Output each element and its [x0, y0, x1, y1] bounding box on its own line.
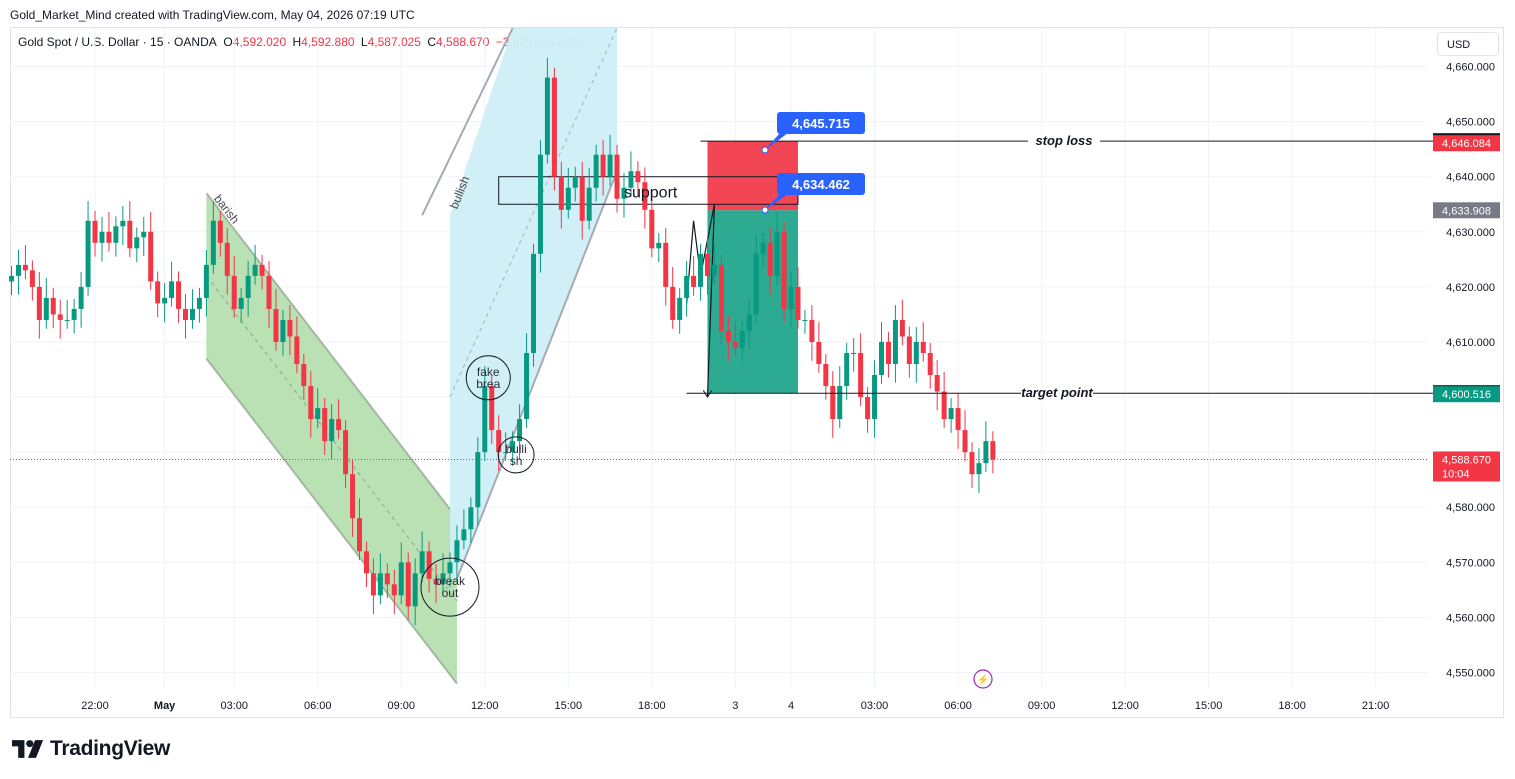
tradingview-footer[interactable]: TradingView [12, 737, 170, 761]
brand-name: TradingView [50, 737, 171, 760]
currency-button[interactable]: USD [1437, 32, 1499, 56]
open-label: O [223, 35, 233, 49]
open-value: 4,592.020 [232, 35, 287, 49]
attribution-text: Gold_Market_Mind created with TradingVie… [10, 8, 415, 22]
high-label: H [292, 35, 302, 49]
tradingview-logo-icon [12, 740, 44, 758]
low-value: 4,587.025 [367, 35, 421, 49]
symbol-legend: Gold Spot / U.S. Dollar · 15 · OANDA O4,… [18, 35, 585, 49]
low-label: L [360, 35, 368, 49]
close-label: C [427, 35, 436, 49]
high-value: 4,592.880 [301, 35, 355, 49]
chart-frame[interactable] [10, 27, 1504, 718]
change-value: −3.425 (−0.07%) [495, 35, 586, 49]
symbol-name: Gold Spot / U.S. Dollar · 15 · OANDA [18, 35, 217, 49]
close-value: 4,588.670 [436, 35, 490, 49]
